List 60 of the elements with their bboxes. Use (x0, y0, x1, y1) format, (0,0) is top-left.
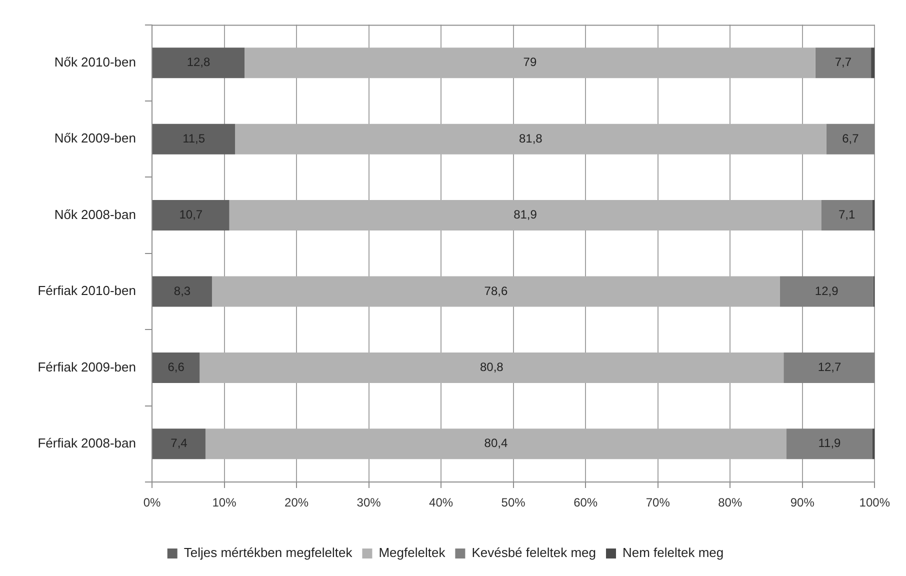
data-label: 79 (523, 55, 537, 70)
bar (780, 276, 874, 307)
y-tick-label: Nők 2008-ban (54, 206, 136, 222)
bar (152, 352, 200, 383)
legend-label: Teljes mértékben megfeleltek (184, 545, 353, 560)
bar (152, 124, 236, 154)
data-label: 78,6 (484, 284, 508, 298)
bar (872, 200, 875, 231)
y-tick-label: Férfiak 2010-ben (38, 283, 136, 298)
y-tick-label: Férfiak 2008-ban (38, 435, 136, 450)
y-tick-label: Férfiak 2009-ben (38, 359, 136, 374)
data-label: 7,4 (170, 436, 188, 450)
bar (826, 124, 875, 154)
data-label: 11,5 (182, 131, 206, 146)
x-tick-label: 50% (501, 496, 526, 510)
x-tick-label: 0% (143, 496, 161, 510)
data-label: 12,8 (186, 55, 210, 70)
x-tick-label: 80% (718, 496, 742, 510)
data-label: 8,3 (174, 284, 191, 298)
x-tick-label: 30% (356, 496, 382, 510)
data-label: 12,9 (814, 284, 839, 298)
data-label: 10,7 (179, 208, 203, 222)
x-tick-label: 20% (284, 496, 309, 510)
bar (212, 276, 780, 307)
x-tick-label: 60% (574, 496, 598, 510)
data-label: 6,6 (168, 360, 185, 374)
data-label: 6,7 (842, 131, 860, 146)
data-label: 80,8 (480, 360, 504, 374)
bar (200, 352, 784, 383)
bar (152, 428, 206, 460)
bar (815, 48, 872, 78)
x-tick-label: 10% (212, 496, 237, 510)
bar (205, 428, 786, 460)
bar (229, 200, 822, 231)
bar (871, 48, 875, 78)
data-label: 7,7 (834, 55, 852, 70)
y-tick-label: Nők 2010-ben (54, 54, 136, 70)
bar (784, 352, 875, 383)
data-label: 12,7 (818, 360, 842, 374)
bar (152, 276, 212, 307)
bar (821, 200, 872, 231)
data-label: 7,1 (838, 208, 856, 222)
bar (152, 200, 230, 231)
legend-label: Megfeleltek (378, 545, 446, 560)
x-tick-label: 40% (429, 496, 454, 510)
data-label: 80,4 (484, 436, 508, 450)
legend-label: Nem feleltek meg (622, 545, 724, 560)
y-tick-label: Nők 2009-ben (54, 130, 136, 146)
legend-label: Kevésbé feleltek meg (472, 545, 596, 560)
bar (244, 48, 816, 78)
x-tick-label: 100% (859, 496, 890, 510)
data-label: 81,8 (518, 131, 543, 146)
bar (786, 428, 872, 460)
bar (152, 48, 244, 78)
bar (235, 124, 826, 154)
data-label: 81,9 (514, 208, 538, 222)
bar (872, 428, 875, 460)
x-tick-label: 90% (790, 496, 815, 510)
x-tick-label: 70% (646, 496, 670, 510)
data-label: 11,9 (818, 436, 842, 450)
